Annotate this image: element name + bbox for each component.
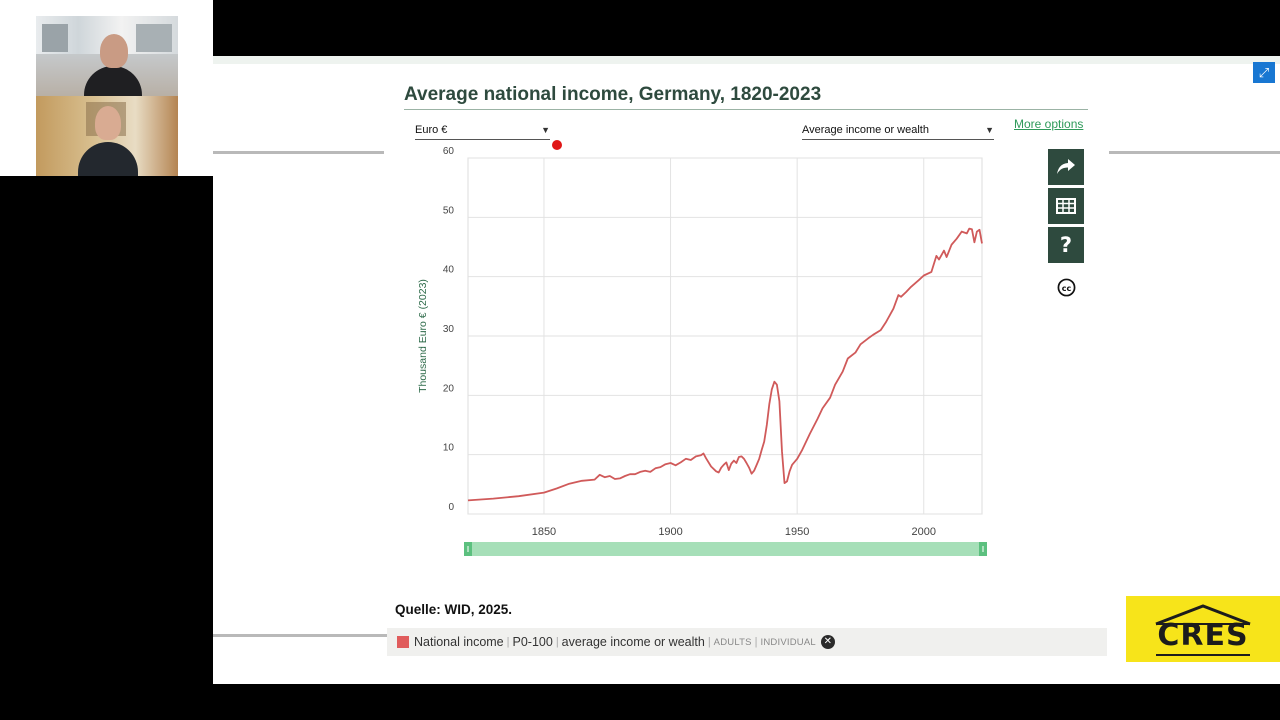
expand-icon[interactable]: ⤢	[1253, 62, 1275, 83]
legend-unit: INDIVIDUAL	[760, 636, 816, 648]
legend-population: ADULTS	[713, 636, 752, 648]
participant-video-2[interactable]	[36, 96, 178, 176]
legend-swatch	[397, 636, 409, 648]
legend-series-name: National income	[414, 635, 504, 649]
y-tick-label: 30	[443, 324, 455, 335]
slide-rule-left	[213, 151, 384, 154]
logo-underline	[1156, 654, 1250, 656]
cres-logo: CRES	[1126, 596, 1280, 662]
share-button[interactable]	[1048, 149, 1084, 185]
source-note: Quelle: WID, 2025.	[395, 602, 513, 617]
y-tick-label: 10	[443, 443, 455, 454]
y-axis-label: Thousand Euro € (2023)	[417, 279, 429, 393]
roof-icon	[1155, 604, 1251, 626]
cres-logo-text: CRES	[1157, 618, 1249, 653]
x-tick-label: 1950	[785, 526, 809, 538]
more-options-link[interactable]: More options	[1014, 117, 1084, 131]
close-icon[interactable]: ✕	[820, 635, 835, 649]
creative-commons-icon[interactable]: cc	[1057, 278, 1076, 297]
currency-select-value: Euro €	[415, 123, 448, 136]
legend-separator: |	[555, 636, 559, 648]
participant-video-1[interactable]	[36, 16, 178, 96]
pointer-dot	[552, 140, 562, 150]
svg-text:cc: cc	[1062, 284, 1072, 293]
range-slider-track	[464, 542, 987, 556]
y-tick-label: 20	[443, 383, 455, 394]
slide-rule-bottom-left	[213, 634, 387, 637]
x-tick-label: 1900	[658, 526, 682, 538]
table-button[interactable]	[1048, 188, 1084, 224]
metric-select[interactable]: Average income or wealth ▼	[802, 120, 994, 140]
table-icon	[1056, 198, 1076, 214]
slide-rule-right	[1109, 151, 1280, 154]
title-divider	[404, 109, 1088, 110]
video-panel	[0, 0, 213, 176]
legend-bar: National income | P0-100 | average incom…	[387, 628, 1107, 656]
legend-separator: |	[754, 636, 758, 648]
dropdown-caret-icon: ▼	[541, 124, 550, 135]
slide-top-band	[213, 56, 1280, 64]
currency-select[interactable]: Euro € ▼	[415, 120, 550, 140]
dropdown-caret-icon: ▼	[985, 124, 994, 135]
y-tick-label: 50	[443, 205, 455, 216]
x-tick-label: 2000	[912, 526, 936, 538]
y-tick-label: 60	[443, 146, 455, 157]
metric-select-value: Average income or wealth	[802, 123, 929, 136]
y-tick-label: 0	[448, 502, 454, 513]
legend-separator: |	[707, 636, 711, 648]
share-icon	[1057, 159, 1075, 174]
y-tick-label: 40	[443, 265, 455, 276]
series-line-national-income	[467, 227, 983, 502]
help-button[interactable]: ?	[1048, 227, 1084, 263]
legend-group: P0-100	[512, 635, 553, 649]
x-tick-label: 1850	[532, 526, 556, 538]
help-icon: ?	[1059, 233, 1073, 257]
chart-title: Average national income, Germany, 1820-2…	[404, 84, 822, 105]
line-chart: 0 10 20 30 40 50 60 1850 1900 1950 2000 Thousand Eu…	[417, 146, 987, 556]
legend-metric: average income or wealth	[561, 635, 705, 649]
legend-separator: |	[506, 636, 510, 648]
